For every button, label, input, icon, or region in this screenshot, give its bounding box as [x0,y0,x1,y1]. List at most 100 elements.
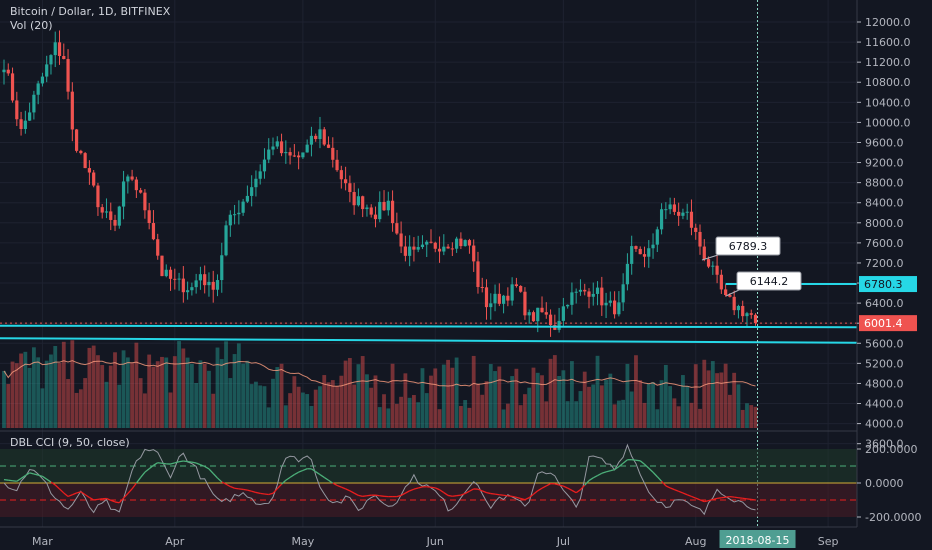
candle [96,185,100,208]
volume-bar [552,355,557,428]
candle [617,302,621,315]
volume-bar [454,357,459,428]
price-tick-label: 4000.0 [865,418,904,431]
cci-slow-line [669,487,675,491]
cci-slow-line [704,500,709,503]
price-tick-label: 7600.0 [865,237,904,250]
candle [292,155,296,157]
volume-bars [2,340,758,428]
volume-bar [202,363,207,428]
candle [314,135,318,140]
volume-bar [147,354,152,428]
cci-slow-line [605,470,611,473]
volume-bar [527,387,532,428]
candle [203,274,207,286]
time-tick-label: Jul [556,535,570,548]
cci-slow-line [272,488,278,494]
volume-bar [651,382,655,428]
volume-bar [309,405,314,428]
cci-fast-line [3,443,756,516]
candle [15,100,19,120]
cci-slow-line [751,498,756,501]
volume-bar [698,408,702,428]
volume-bar [6,384,11,428]
candle [241,201,245,213]
candle [437,248,442,252]
cci-slow-line [67,494,73,498]
price-tick-label: 12000.0 [865,16,911,29]
cci-slow-line [614,466,620,471]
candle [301,152,305,158]
volume-bar [224,341,228,428]
volume-bar [343,360,348,428]
cci-slow-line [204,465,210,470]
cci-slow-line [639,460,645,465]
candle [66,59,70,92]
volume-bar [655,409,660,428]
candle [49,55,53,65]
candle [497,293,501,304]
candle [297,155,301,158]
cci-slow-line [50,481,56,486]
cci-slow-line [260,492,265,495]
volume-bar [151,366,156,428]
volume-bar [467,407,472,428]
cci-slow-line [294,471,299,476]
volume-bar [561,370,566,428]
cci-tick-label: 0.0000 [865,477,904,490]
trendline [0,324,858,329]
indicator-legend[interactable]: DBL CCI (9, 50, close) [10,436,130,449]
time-tick-label: May [292,535,315,548]
candle [429,241,433,243]
volume-bar [160,356,164,428]
cci-slow-line [503,494,508,497]
candle [540,307,544,313]
cci-slow-line [353,492,359,496]
cci-slow-line [217,477,223,483]
volume-bar [279,363,284,428]
cci-slow-line [622,459,628,464]
candle [326,144,331,148]
candle [36,83,40,95]
symbol-title[interactable]: Bitcoin / Dollar, 1D, BITFINEX [10,5,171,18]
volume-bar [181,348,186,428]
cci-slow-line [712,497,718,501]
volume-bar [612,404,617,428]
volume-bar [484,381,489,428]
time-tick-label: Mar [32,535,53,548]
cci-slow-line [558,484,564,487]
cci-slow-line [97,498,103,501]
candle [181,278,185,293]
volume-bar [745,403,749,428]
volume-legend[interactable]: Vol (20) [10,19,53,32]
cci-slow-line [243,488,248,491]
volume-bar [732,372,737,428]
cci-slow-line [699,499,705,503]
candle [224,225,228,256]
candle [305,144,309,153]
candle [126,176,130,182]
cursor-date-label: 2018-08-15 [726,534,790,547]
candle [207,281,211,286]
volume-bar [659,380,664,428]
cci-slow-line [118,497,125,504]
volume-bar [749,405,754,428]
volume-bar [458,406,463,428]
cci-slow-line [345,488,351,492]
volume-bar [258,385,263,428]
cci-slow-line [200,464,205,468]
cci-slow-line [131,482,137,490]
volume-bar [719,372,724,428]
candle [271,146,275,150]
cci-slow-line [554,483,560,486]
price-tick-label: 8000.0 [865,217,904,230]
volume-bar [313,389,318,428]
candle [548,314,553,326]
candle [53,42,57,56]
candle [232,214,237,216]
callout-pointer [701,254,719,261]
volume-bar [702,359,707,428]
time-tick-label: Aug [685,535,706,548]
volume-bar [117,384,122,428]
